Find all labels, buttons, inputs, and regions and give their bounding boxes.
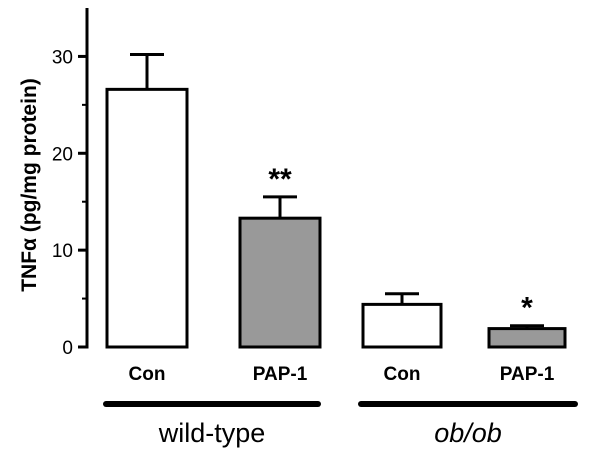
- group-label: ob/ob: [434, 418, 502, 448]
- significance-marker: *: [521, 292, 533, 325]
- x-tick-label: PAP-1: [500, 364, 555, 385]
- y-tick-label: 0: [62, 338, 73, 359]
- y-axis: 0 10 20 30: [52, 8, 89, 359]
- bar: [105, 87, 189, 349]
- bar: [487, 327, 567, 349]
- y-tick-label: 10: [52, 241, 73, 262]
- category-labels: Con PAP-1 Con PAP-1: [129, 364, 555, 385]
- bar: [238, 216, 322, 349]
- x-tick-label: PAP-1: [253, 364, 308, 385]
- x-tick-label: Con: [384, 364, 421, 385]
- group-labels: wild-type ob/ob: [103, 401, 578, 448]
- bars-layer: ***: [105, 52, 567, 349]
- y-axis-label: TNFα (pg/mg protein): [18, 78, 41, 292]
- x-tick-label: Con: [129, 364, 166, 385]
- bar: [361, 302, 443, 349]
- y-tick-label: 20: [52, 144, 73, 165]
- group-label: wild-type: [158, 418, 266, 448]
- significance-marker: **: [268, 163, 292, 196]
- y-tick-label: 30: [52, 47, 73, 68]
